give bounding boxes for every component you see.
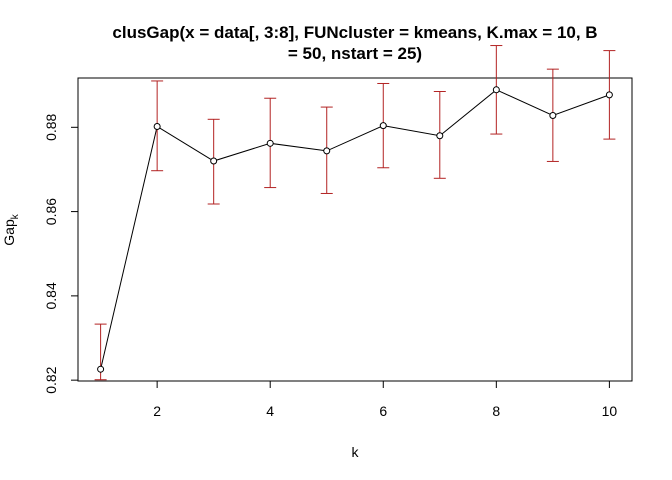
x-axis-label: k (352, 444, 360, 460)
plot-frame (77, 77, 633, 382)
x-tick-label: 2 (153, 403, 161, 419)
y-axis-label-subscript: k (10, 213, 21, 219)
x-tick-label: 8 (492, 403, 500, 419)
data-point (436, 132, 444, 140)
y-tick-label: 0.88 (43, 113, 59, 140)
y-axis-label-main: Gap (1, 219, 17, 246)
y-tick-label: 0.86 (43, 198, 59, 225)
y-tick-label: 0.84 (43, 282, 59, 309)
y-axis-label: Gapk (1, 213, 21, 245)
series-layer (94, 45, 616, 381)
x-tick-label: 10 (602, 403, 618, 419)
data-point (266, 139, 274, 147)
data-point (323, 147, 331, 155)
data-point (549, 112, 557, 120)
y-axis: 0.82 0.84 0.86 0.88 (43, 113, 79, 394)
data-point (379, 122, 387, 130)
x-tick-label: 4 (266, 403, 274, 419)
x-axis: 2 4 6 8 10 (153, 380, 618, 419)
x-tick-label: 6 (379, 403, 387, 419)
gap-series-line (100, 89, 610, 370)
data-point (153, 122, 161, 130)
y-tick-label: 0.82 (43, 366, 59, 393)
data-point (605, 91, 613, 99)
chart-title-line-2: = 50, nstart = 25) (288, 44, 422, 63)
data-point (492, 86, 500, 94)
data-point (97, 365, 105, 373)
data-point (210, 157, 218, 165)
chart-title-line-1: clusGap(x = data[, 3:8], FUNcluster = km… (112, 23, 597, 42)
